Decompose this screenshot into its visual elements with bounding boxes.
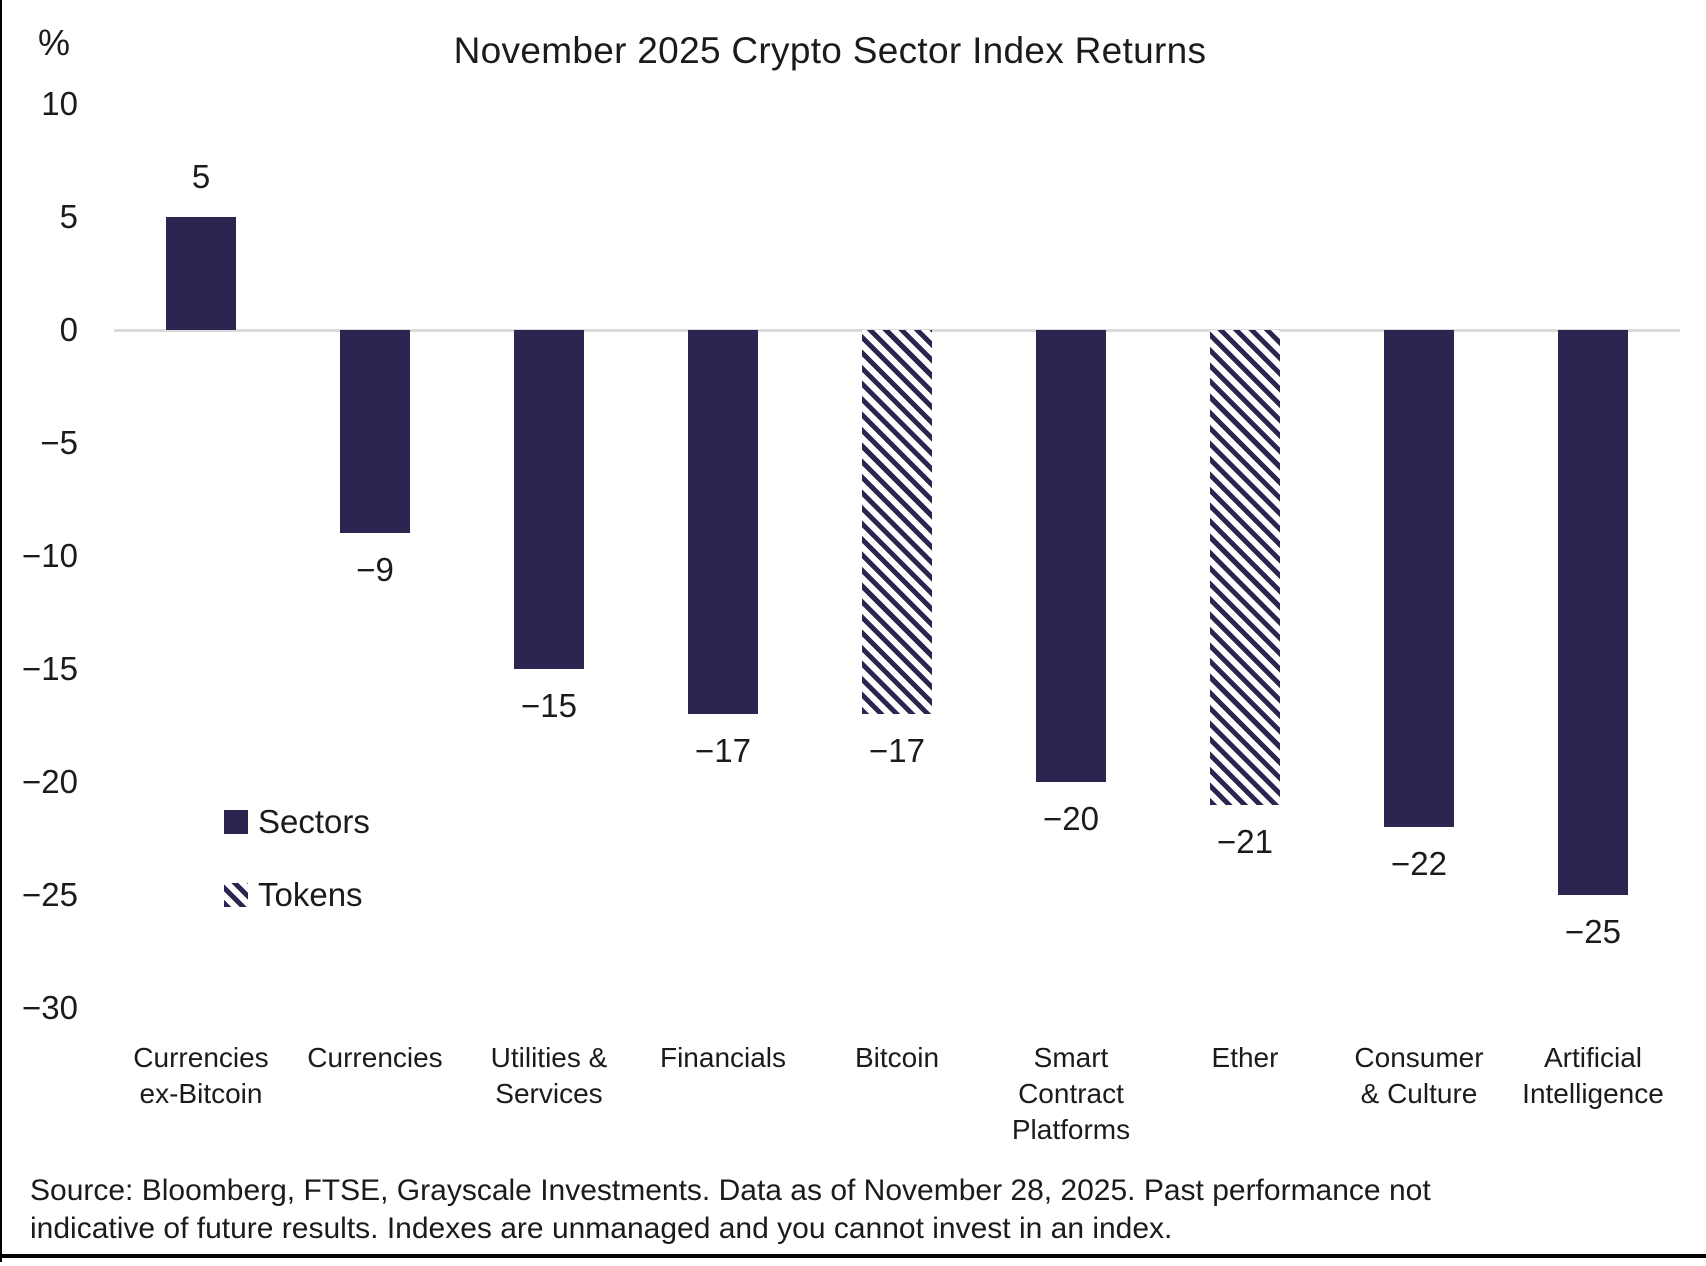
y-tick-label--5: −5 [40,424,78,461]
y-axis-unit-label: % [38,22,71,63]
bar-value-label-consumer-culture: −22 [1391,845,1447,883]
sectors-swatch-icon [224,810,248,834]
x-category-label-bitcoin: Bitcoin [854,1042,940,1073]
source-note: Source: Bloomberg, FTSE, Grayscale Inves… [30,1174,1431,1245]
bar-value-label-financials: −17 [695,732,751,770]
bar-currencies-ex-bitcoin [166,217,236,330]
frame-border-left [0,0,2,1262]
y-tick-label--25: −25 [22,876,78,913]
x-category-label-consumer-culture: Consumer & Culture [1354,1042,1484,1109]
y-tick-label--20: −20 [22,763,78,800]
y-tick-label--10: −10 [22,537,78,574]
frame-border-bottom [0,1254,1706,1258]
bar-smart-contract-platforms [1036,330,1106,782]
chart-title: November 2025 Crypto Sector Index Return… [453,30,1207,71]
bar-ether [1210,330,1280,805]
legend-tokens-label: Tokens [258,876,363,913]
x-category-label-utilities-services: Utilities & Services [490,1042,608,1109]
bar-value-label-smart-contract-platforms: −20 [1043,800,1099,837]
legend-item-sectors: Sectors [224,800,370,844]
bar-currencies [340,330,410,534]
y-tick-label-10: 10 [41,85,78,122]
x-category-label-artificial-intelligence: Artificial Intelligence [1522,1042,1664,1109]
bar-consumer-culture [1384,330,1454,828]
bar-financials [688,330,758,715]
bar-utilities-services [514,330,584,669]
bar-artificial-intelligence [1558,330,1628,895]
y-tick-label-0: 0 [59,311,78,348]
legend-sectors-label: Sectors [258,803,370,840]
bar-value-label-currencies-ex-bitcoin: 5 [191,158,211,195]
x-category-label-currencies-ex-bitcoin: Currencies ex-Bitcoin [133,1042,269,1109]
x-category-label-currencies: Currencies [307,1042,443,1073]
legend: Sectors Tokens [224,800,370,946]
x-category-label-financials: Financials [659,1042,787,1073]
bar-value-label-currencies: −9 [356,551,394,589]
bar-value-label-utilities-services: −15 [521,687,577,724]
bar-value-label-artificial-intelligence: −25 [1565,913,1621,950]
x-category-label-ether: Ether [1211,1042,1279,1073]
y-tick-label--15: −15 [22,650,78,687]
y-tick-label--30: −30 [22,989,78,1026]
bar-bitcoin [862,330,932,715]
y-tick-label-5: 5 [59,198,78,235]
x-category-label-smart-contract-platforms: Smart Contract Platforms [1011,1042,1131,1145]
legend-item-tokens: Tokens [224,873,370,917]
bar-value-label-bitcoin: −17 [869,732,925,770]
bar-value-label-ether: −21 [1217,822,1273,860]
tokens-swatch-icon [224,883,248,907]
